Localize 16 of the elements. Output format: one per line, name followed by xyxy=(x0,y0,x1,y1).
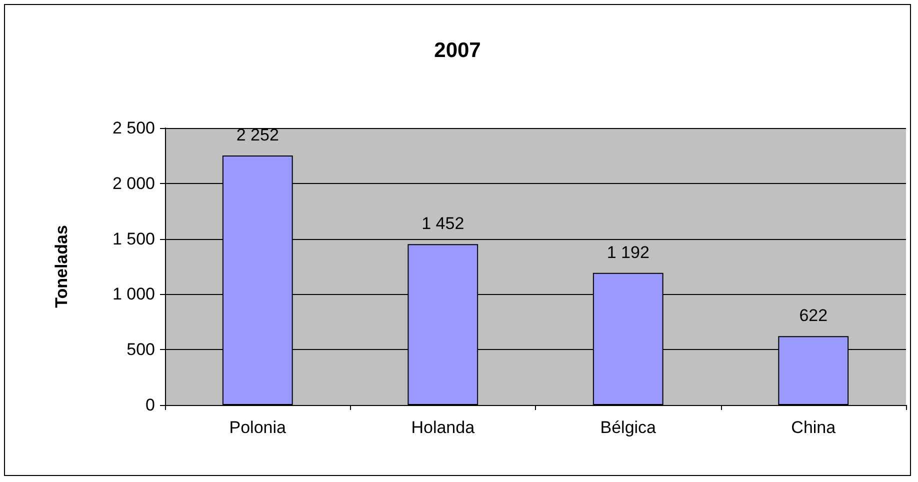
x-tick-label: Holanda xyxy=(411,418,476,437)
y-axis-title: Toneladas xyxy=(52,225,71,308)
y-tick-label: 2 000 xyxy=(112,174,155,193)
y-tick-label: 500 xyxy=(126,340,155,360)
y-tick-label: 1 500 xyxy=(112,229,155,248)
data-label: 1 452 xyxy=(422,214,464,234)
x-tick-label: China xyxy=(791,418,836,437)
x-tick-label: Polonia xyxy=(229,418,287,437)
y-tick-label: 1 000 xyxy=(112,284,155,304)
y-tick-label: 0 xyxy=(146,396,155,414)
chart-title: 2007 xyxy=(434,39,481,62)
data-label: 622 xyxy=(799,306,828,326)
y-tick-label: 2 500 xyxy=(112,118,155,138)
x-tick-label: Bélgica xyxy=(600,418,657,437)
data-label: 2 252 xyxy=(236,125,279,144)
data-label: 1 192 xyxy=(606,242,650,262)
